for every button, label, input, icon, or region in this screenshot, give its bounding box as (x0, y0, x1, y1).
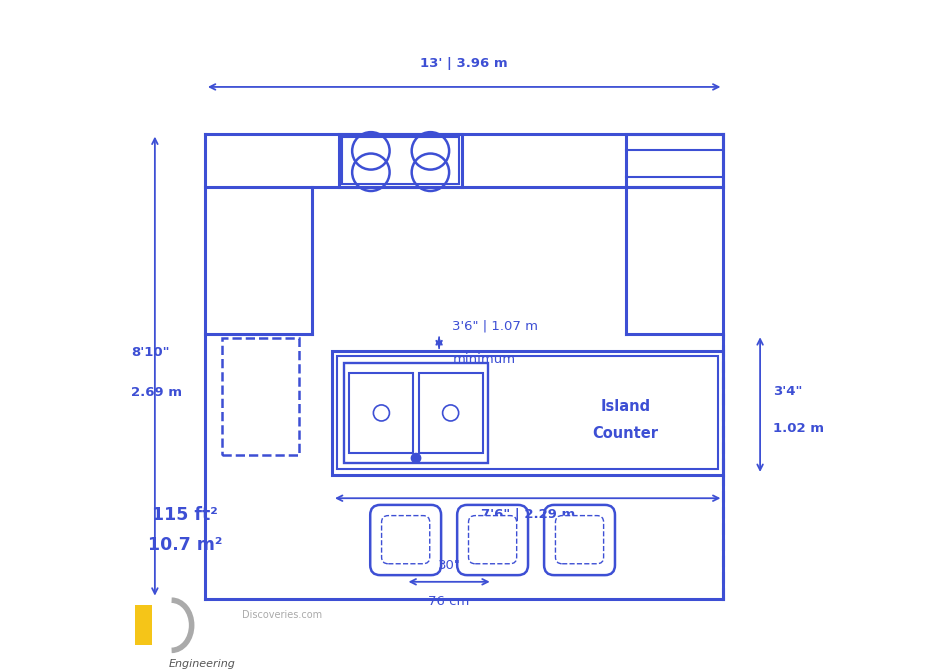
Text: 3'6" | 1.07 m: 3'6" | 1.07 m (452, 319, 538, 333)
Bar (338, 356, 718, 470)
FancyBboxPatch shape (555, 515, 604, 564)
Text: Discoveries.com: Discoveries.com (241, 610, 322, 620)
Text: Counter: Counter (593, 425, 659, 441)
Circle shape (412, 454, 421, 463)
Text: 3'4": 3'4" (773, 384, 803, 398)
Text: 7'6" | 2.29 m: 7'6" | 2.29 m (481, 508, 574, 521)
Text: 13' | 3.96 m: 13' | 3.96 m (420, 57, 508, 70)
FancyBboxPatch shape (382, 515, 430, 564)
Text: minimum: minimum (452, 353, 515, 366)
Bar (419, 373, 483, 453)
Bar (350, 373, 413, 453)
FancyBboxPatch shape (469, 515, 517, 564)
Text: 1.02 m: 1.02 m (773, 421, 824, 435)
Text: 2.69 m: 2.69 m (131, 386, 182, 399)
FancyBboxPatch shape (457, 505, 528, 575)
Bar (626, 134, 723, 187)
Bar (342, 137, 459, 184)
Bar (339, 134, 462, 187)
Text: 30": 30" (438, 559, 461, 572)
Text: 10.7 m²: 10.7 m² (148, 536, 222, 554)
Text: 115 ft²: 115 ft² (152, 506, 218, 524)
Text: 76 cm: 76 cm (428, 595, 470, 608)
Bar (344, 363, 487, 463)
Bar (222, 338, 299, 455)
FancyBboxPatch shape (544, 505, 615, 575)
Text: 8'10": 8'10" (131, 346, 170, 359)
FancyBboxPatch shape (370, 505, 441, 575)
FancyBboxPatch shape (135, 605, 152, 646)
Bar (332, 351, 723, 475)
Text: Engineering: Engineering (168, 659, 235, 669)
Text: Island: Island (600, 399, 650, 414)
